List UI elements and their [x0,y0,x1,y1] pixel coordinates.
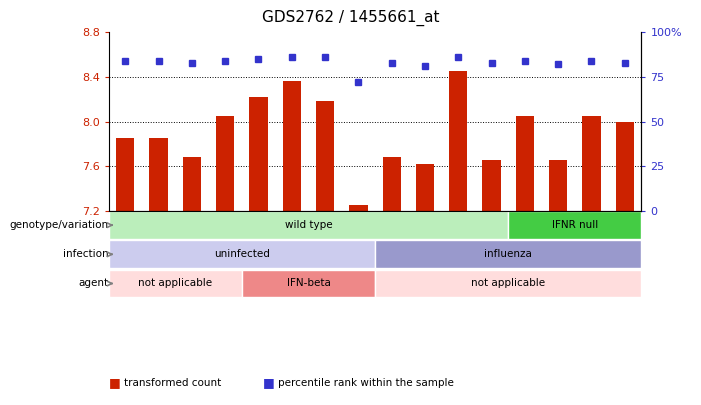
Bar [375,269,641,298]
Text: IFN-beta: IFN-beta [287,279,330,288]
Text: wild type: wild type [285,220,332,230]
Bar [416,164,434,211]
Text: transformed count: transformed count [124,378,222,388]
Text: agent: agent [79,279,109,288]
Bar [349,205,367,211]
Bar [375,240,641,269]
Text: GDS2762 / 1455661_at: GDS2762 / 1455661_at [261,10,440,26]
Bar [149,138,168,211]
Bar [250,97,268,211]
Text: not applicable: not applicable [471,279,545,288]
Bar [516,116,534,211]
Text: infection: infection [63,249,109,259]
Bar [482,160,501,211]
Bar [449,71,468,211]
Bar [109,240,375,269]
Bar [383,157,401,211]
Bar [183,157,201,211]
Text: uninfected: uninfected [214,249,270,259]
Text: IFNR null: IFNR null [552,220,598,230]
Bar [283,81,301,211]
Bar [109,211,508,239]
Bar [316,102,334,211]
Text: ■: ■ [263,376,275,389]
Bar [583,116,601,211]
Bar [116,138,135,211]
Text: percentile rank within the sample: percentile rank within the sample [278,378,454,388]
Text: ■: ■ [109,376,121,389]
Bar [549,160,567,211]
Bar [242,269,375,298]
Text: influenza: influenza [484,249,532,259]
Bar [109,269,242,298]
Text: genotype/variation: genotype/variation [10,220,109,230]
Bar [508,211,641,239]
Bar [615,122,634,211]
Text: not applicable: not applicable [138,279,212,288]
Bar [216,116,234,211]
